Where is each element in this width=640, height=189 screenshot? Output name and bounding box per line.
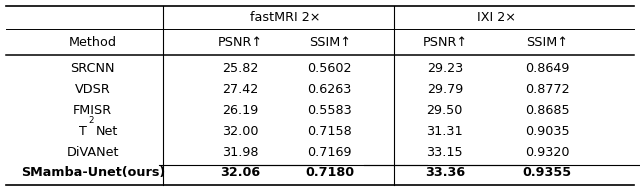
Text: 25.82: 25.82 xyxy=(222,63,258,75)
Text: 0.7180: 0.7180 xyxy=(305,167,354,179)
Text: 0.7158: 0.7158 xyxy=(307,125,352,138)
Text: Net: Net xyxy=(96,125,118,138)
Text: 29.50: 29.50 xyxy=(427,104,463,117)
Text: 29.23: 29.23 xyxy=(427,63,463,75)
Text: SSIM↑: SSIM↑ xyxy=(308,36,351,49)
Text: SRCNN: SRCNN xyxy=(70,63,115,75)
Text: PSNR↑: PSNR↑ xyxy=(422,36,467,49)
Text: 32.06: 32.06 xyxy=(220,167,260,179)
Text: 31.31: 31.31 xyxy=(426,125,463,138)
Text: 0.9035: 0.9035 xyxy=(525,125,570,138)
Text: IXI 2×: IXI 2× xyxy=(477,11,515,23)
Text: 0.9355: 0.9355 xyxy=(523,167,572,179)
Text: fastMRI 2×: fastMRI 2× xyxy=(250,11,320,23)
Text: 26.19: 26.19 xyxy=(222,104,258,117)
Text: SSIM↑: SSIM↑ xyxy=(526,36,568,49)
Text: 0.6263: 0.6263 xyxy=(307,83,352,96)
Text: Method: Method xyxy=(69,36,116,49)
Text: FMISR: FMISR xyxy=(73,104,113,117)
Text: 0.8772: 0.8772 xyxy=(525,83,570,96)
Text: 0.5602: 0.5602 xyxy=(307,63,352,75)
Text: SMamba-Unet(ours): SMamba-Unet(ours) xyxy=(20,167,165,179)
Text: 31.98: 31.98 xyxy=(221,146,259,159)
Text: 0.8685: 0.8685 xyxy=(525,104,570,117)
Text: 32.00: 32.00 xyxy=(221,125,259,138)
Text: 2: 2 xyxy=(88,116,93,125)
Text: PSNR↑: PSNR↑ xyxy=(218,36,262,49)
Text: 33.36: 33.36 xyxy=(425,167,465,179)
Text: VDSR: VDSR xyxy=(75,83,111,96)
Text: 27.42: 27.42 xyxy=(222,83,258,96)
Text: 0.9320: 0.9320 xyxy=(525,146,570,159)
Text: DiVANet: DiVANet xyxy=(67,146,119,159)
Text: 0.7169: 0.7169 xyxy=(307,146,352,159)
Text: 33.15: 33.15 xyxy=(426,146,463,159)
Text: T: T xyxy=(79,125,86,138)
Text: 0.8649: 0.8649 xyxy=(525,63,570,75)
Text: 0.5583: 0.5583 xyxy=(307,104,352,117)
Text: 29.79: 29.79 xyxy=(427,83,463,96)
